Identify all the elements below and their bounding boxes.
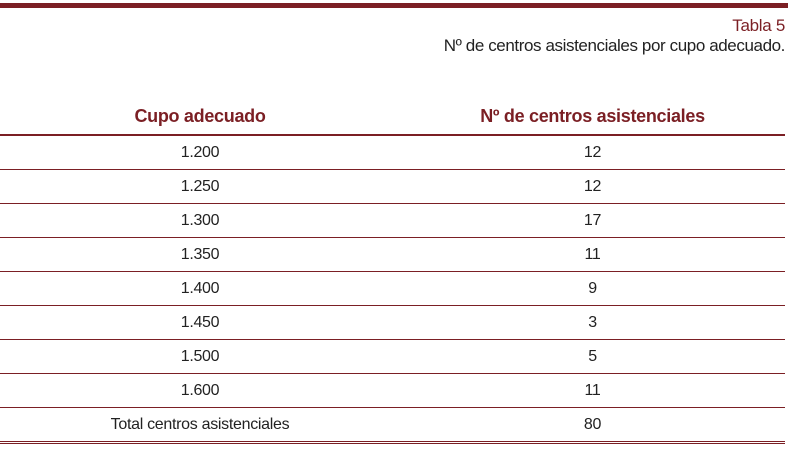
header-row: Cupo adecuado Nº de centros asistenciale… (0, 99, 785, 136)
table-caption: Tabla 5 Nº de centros asistenciales por … (443, 16, 786, 56)
centros-cell: 11 (400, 237, 785, 272)
table-row: 1.300 17 (0, 203, 785, 238)
cupo-cell: 1.200 (0, 135, 400, 170)
cupo-cell: 1.450 (0, 305, 400, 340)
centros-cell: 12 (400, 135, 785, 170)
table-row: 1.600 11 (0, 373, 785, 408)
centros-cell: 17 (400, 203, 785, 238)
table-row: 1.350 11 (0, 237, 785, 272)
cupo-cell: 1.300 (0, 203, 400, 238)
centros-cell: 11 (400, 373, 785, 408)
data-table: Cupo adecuado Nº de centros asistenciale… (0, 99, 785, 444)
table-row: 1.500 5 (0, 339, 785, 374)
cupo-cell: 1.600 (0, 373, 400, 408)
centros-cell: 9 (400, 271, 785, 306)
total-value: 80 (400, 407, 785, 444)
table-row: 1.400 9 (0, 271, 785, 306)
centros-cell: 3 (400, 305, 785, 340)
header-cupo: Cupo adecuado (0, 99, 400, 136)
table-row: 1.250 12 (0, 169, 785, 204)
header-centros: Nº de centros asistenciales (400, 99, 785, 136)
centros-cell: 5 (400, 339, 785, 374)
cupo-cell: 1.250 (0, 169, 400, 204)
table-title: Nº de centros asistenciales por cupo ade… (443, 36, 786, 55)
total-row: Total centros asistenciales 80 (0, 407, 785, 444)
table-number: Tabla 5 (732, 16, 785, 35)
cupo-cell: 1.350 (0, 237, 400, 272)
centros-cell: 12 (400, 169, 785, 204)
total-label: Total centros asistenciales (0, 407, 400, 444)
table-row: 1.200 12 (0, 135, 785, 170)
cupo-cell: 1.400 (0, 271, 400, 306)
cupo-cell: 1.500 (0, 339, 400, 374)
table-row: 1.450 3 (0, 305, 785, 340)
top-rule (0, 3, 788, 8)
